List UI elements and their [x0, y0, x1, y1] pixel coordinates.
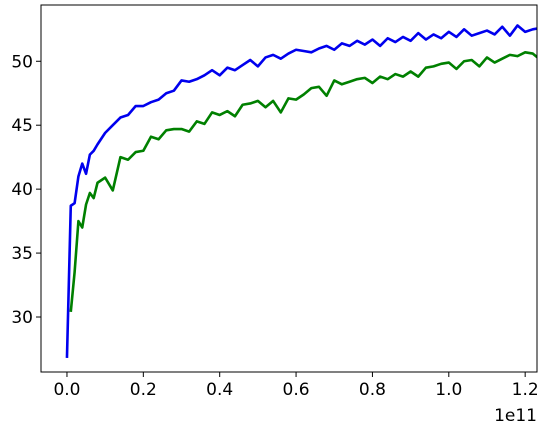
- x-tick-label: 0.0: [53, 380, 80, 400]
- x-offset-label: 1e11: [494, 406, 537, 426]
- y-tick-label: 35: [11, 244, 33, 264]
- plot-frame: [40, 4, 538, 373]
- x-tick-label: 1.2: [512, 380, 539, 400]
- y-tick-label: 30: [11, 308, 33, 328]
- y-tick-label: 40: [11, 180, 33, 200]
- x-tick-label: 0.6: [283, 380, 310, 400]
- y-tick-label: 50: [11, 52, 33, 72]
- x-tick-label: 1.0: [435, 380, 462, 400]
- x-tick-label: 0.2: [130, 380, 157, 400]
- x-tick-label: 0.4: [206, 380, 233, 400]
- series-line: [65, 24, 537, 358]
- y-tick-label: 45: [11, 116, 33, 136]
- x-tick-label: 0.8: [359, 380, 386, 400]
- series-line: [69, 51, 537, 313]
